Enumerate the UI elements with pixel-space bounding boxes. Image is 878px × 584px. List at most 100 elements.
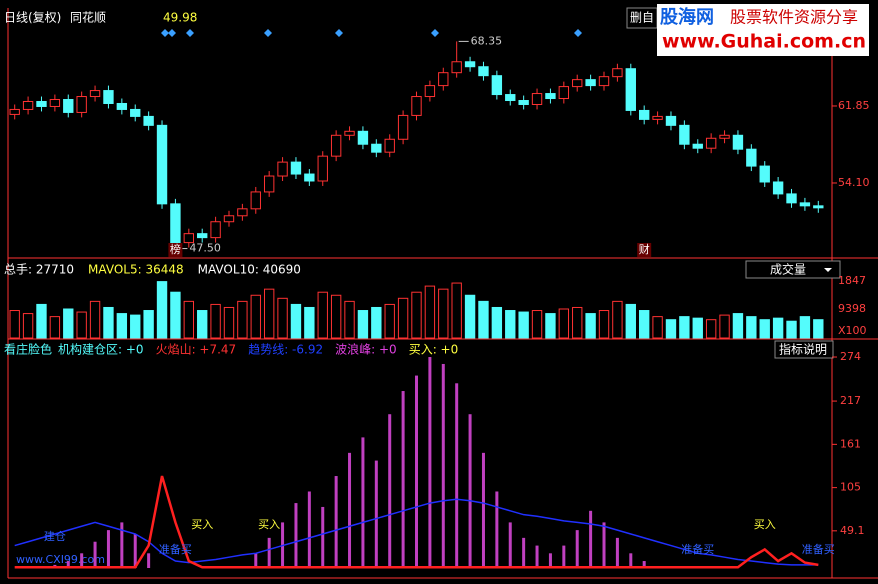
price-readout: 49.98: [163, 11, 197, 25]
source-label: 同花顺: [70, 10, 106, 25]
tab-button-label[interactable]: 删自: [630, 11, 654, 25]
dropdown[interactable]: [745, 260, 841, 279]
volume-bar: [746, 316, 757, 339]
volume-bar: [679, 316, 690, 339]
wave-bar: [441, 363, 445, 568]
info-button-label[interactable]: 指标说明: [779, 342, 827, 357]
candle-body: [237, 208, 248, 217]
volume-bar: [250, 294, 261, 339]
candle-body: [223, 215, 235, 223]
wave-bar: [602, 522, 606, 568]
wave-bar: [562, 545, 566, 568]
volume-bar: [277, 297, 288, 339]
marker-box: [637, 243, 652, 257]
volume-bar: [223, 306, 235, 339]
candle-body: [572, 79, 583, 88]
watermark-box: [657, 4, 869, 56]
volume-bar: [438, 288, 449, 339]
extreme-label: 68.35: [471, 34, 503, 47]
candle-body: [719, 134, 730, 139]
signal-label: 准备买: [681, 542, 714, 556]
y-tick-label: 49.1: [840, 524, 865, 537]
candle-body: [598, 76, 610, 87]
candle-body: [170, 203, 181, 244]
candle-body: [371, 143, 382, 153]
candle-body: [679, 124, 690, 145]
candle-body: [464, 61, 476, 68]
candle-body: [505, 94, 516, 102]
indicator-line: [14, 475, 819, 569]
wave-bar: [361, 437, 365, 568]
candle-body: [612, 68, 623, 78]
candle-body: [558, 86, 570, 100]
volume-readout: 总手: 27710: [4, 263, 74, 277]
watermark-slogan: 股票软件资源分享: [730, 8, 858, 27]
volume-bar: [143, 310, 154, 339]
candle-body: [799, 202, 811, 207]
wave-bar: [93, 541, 97, 568]
volume-readout: MAVOL10: 40690: [198, 263, 301, 277]
candle-body: [424, 85, 436, 98]
candle-body: [156, 124, 168, 205]
signal-label: 买入: [258, 518, 280, 531]
wave-bar: [66, 561, 70, 568]
candle-body: [130, 108, 141, 117]
volume-bar: [76, 311, 87, 339]
candle-body: [625, 68, 636, 111]
volume-bar: [665, 319, 677, 339]
volume-bar: [558, 308, 570, 339]
wave-bar: [468, 414, 472, 568]
wave-bar: [388, 414, 392, 568]
volume-bar: [304, 306, 315, 339]
candle-body: [692, 143, 703, 149]
volume-bar: [411, 291, 422, 339]
indicator-title: 看庄脸色: [4, 342, 52, 357]
wave-bar: [80, 553, 84, 568]
wave-bar: [481, 452, 485, 568]
watermark-site: 股海网: [659, 6, 714, 28]
y-tick-label: 217: [840, 394, 861, 407]
extreme-label: 47.50: [189, 242, 221, 255]
wave-bar: [508, 522, 512, 568]
y-tick-label: 61.85: [838, 99, 870, 112]
candle-body: [290, 161, 302, 175]
volume-bar: [625, 303, 636, 339]
dropdown-arrow[interactable]: [824, 268, 832, 272]
y-tick-label: 54.10: [838, 176, 870, 189]
wave-bar: [321, 506, 325, 568]
candle-body: [478, 66, 489, 77]
volume-bar: [9, 310, 20, 339]
volume-bar: [692, 317, 703, 339]
volume-bar: [344, 300, 355, 339]
candle-body: [545, 93, 556, 100]
dropdown-label[interactable]: 成交量: [770, 262, 806, 277]
wave-bar: [589, 510, 593, 568]
volume-bar: [652, 316, 663, 339]
candle-body: [518, 100, 529, 105]
candle-body: [250, 191, 261, 210]
volume-bar: [36, 303, 47, 339]
info-button[interactable]: [774, 340, 834, 359]
volume-bar: [786, 320, 797, 339]
volume-bar: [183, 300, 194, 339]
volume-bar: [545, 313, 556, 339]
wave-bar: [348, 452, 352, 568]
volume-bar: [371, 306, 382, 339]
marker-label: 榜: [170, 242, 181, 256]
candle-body: [22, 101, 34, 110]
period-label: 日线(复权): [4, 11, 61, 25]
wave-bar: [294, 503, 298, 568]
candle-body: [49, 99, 61, 107]
candle-body: [210, 221, 221, 239]
volume-bar: [772, 317, 784, 339]
candle-body: [89, 90, 101, 98]
volume-bar: [89, 300, 101, 339]
candle-body: [304, 173, 315, 182]
volume-bar: [357, 310, 369, 339]
marker-label: 财: [639, 242, 650, 256]
signal-label: 建仓: [44, 529, 66, 543]
watermark-url: www.Guhai.com.cn: [662, 31, 866, 53]
wave-bar: [428, 357, 432, 568]
